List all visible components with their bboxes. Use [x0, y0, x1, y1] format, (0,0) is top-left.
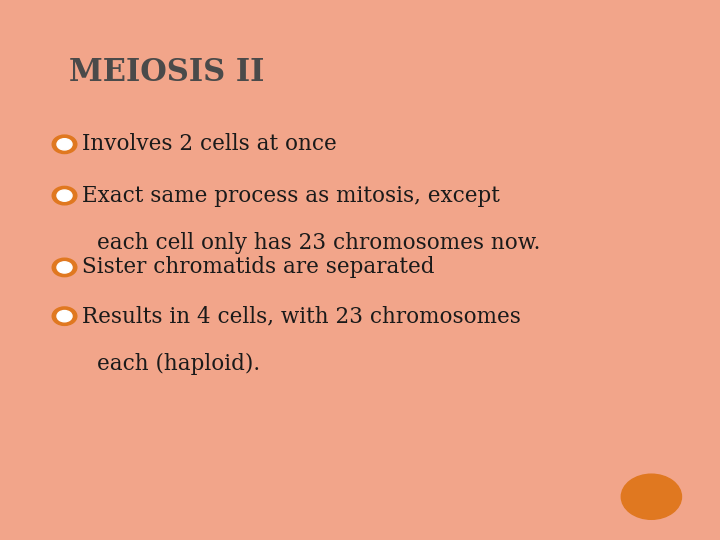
- Text: Involves 2 cells at once: Involves 2 cells at once: [81, 133, 336, 156]
- Text: each cell only has 23 chromosomes now.: each cell only has 23 chromosomes now.: [96, 232, 540, 254]
- Text: Results in 4 cells, with 23 chromosomes: Results in 4 cells, with 23 chromosomes: [81, 305, 521, 327]
- Circle shape: [53, 258, 77, 276]
- Text: Exact same process as mitosis, except: Exact same process as mitosis, except: [81, 185, 500, 207]
- Circle shape: [53, 307, 77, 326]
- Text: Sister chromatids are separated: Sister chromatids are separated: [81, 256, 434, 279]
- Text: each (haploid).: each (haploid).: [96, 353, 260, 375]
- Circle shape: [53, 186, 77, 205]
- Circle shape: [53, 135, 77, 153]
- Circle shape: [57, 139, 72, 150]
- Circle shape: [57, 310, 72, 322]
- Circle shape: [57, 262, 72, 273]
- Circle shape: [57, 190, 72, 201]
- Text: MEIOSIS II: MEIOSIS II: [69, 57, 265, 88]
- Circle shape: [621, 474, 681, 519]
